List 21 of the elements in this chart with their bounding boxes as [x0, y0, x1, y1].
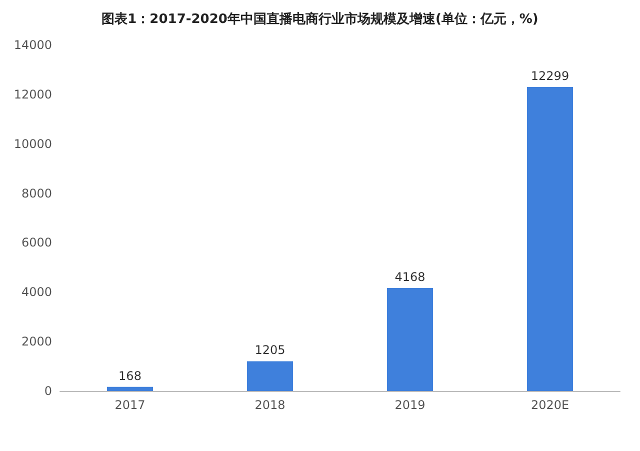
y-tick-label: 14000 [14, 38, 52, 52]
y-tick-label: 10000 [14, 136, 52, 151]
data-label: 168 [118, 368, 142, 383]
data-label: 4168 [394, 270, 426, 284]
bar [247, 361, 293, 391]
data-label: 1205 [254, 343, 286, 358]
bar [107, 386, 153, 391]
y-tick-label: 6000 [21, 236, 52, 250]
bar [387, 288, 433, 391]
y-tick-label: 8000 [21, 186, 52, 200]
bar [527, 87, 573, 391]
x-tick-label: 2020E [530, 398, 570, 412]
x-tick-label: 2018 [254, 398, 286, 412]
y-tick-label: 12000 [14, 87, 52, 102]
data-label: 12299 [530, 69, 570, 84]
y-tick-label: 0 [44, 384, 52, 398]
x-tick-label: 2019 [394, 398, 426, 412]
chart-title: 图表1：2017-2020年中国直播电商行业市场规模及增速(单位：亿元，%) [102, 11, 538, 27]
x-tick-label: 2017 [114, 398, 146, 412]
y-tick-label: 4000 [21, 285, 52, 300]
y-tick-label: 2000 [21, 334, 52, 349]
